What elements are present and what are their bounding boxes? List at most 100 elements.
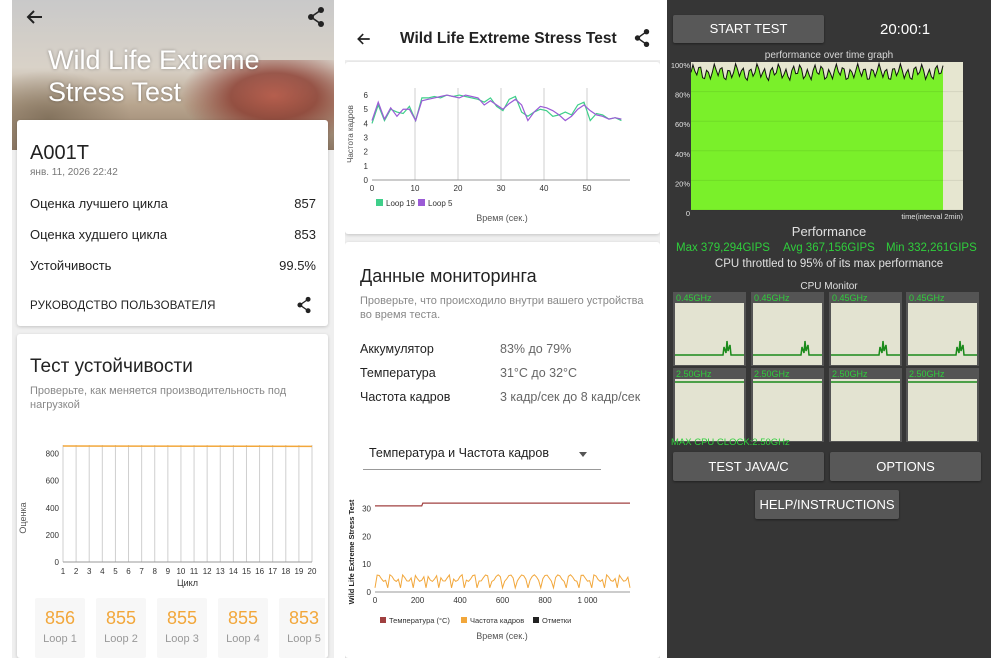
loop-score: 853	[288, 608, 320, 628]
share-icon[interactable]	[306, 6, 326, 28]
x-axis-label: Цикл	[177, 578, 198, 588]
y-tick-label: 20%	[675, 179, 690, 188]
y-tick-label: 20	[362, 532, 371, 541]
summary-card: A001T янв. 11, 2026 22:42 Оценка лучшего…	[17, 120, 328, 326]
core-frequency: 2.50GHz	[832, 369, 868, 379]
performance-area	[691, 63, 943, 211]
legend-label: Частота кадров	[470, 616, 524, 625]
cpu-monitor-title: CPU Monitor	[800, 281, 858, 292]
x-tick-label: 10	[176, 567, 185, 576]
start-test-button[interactable]: START TEST	[673, 15, 824, 43]
loop5-series	[371, 94, 622, 123]
x-axis-label: Время (сек.)	[476, 213, 528, 223]
loop-card[interactable]: 855 Loop 4	[218, 598, 268, 658]
y-tick-label: 2	[364, 148, 369, 157]
back-arrow-icon[interactable]	[355, 30, 373, 48]
performance-label: Performance	[791, 224, 867, 239]
legend-swatch	[380, 617, 386, 623]
performance-graph: 100% 80% 60% 40% 20% 0 time(interval 2min)	[671, 61, 963, 221]
core-frequency: 0.45GHz	[754, 293, 790, 303]
core-load-graph	[831, 379, 900, 441]
loop-card[interactable]: 856 Loop 1	[35, 598, 85, 658]
row-label: Устойчивость	[30, 258, 112, 273]
x-tick-label: 600	[496, 596, 510, 605]
core-load-graph	[831, 303, 900, 365]
loop-scores[interactable]: 856 Loop 1 855 Loop 2 855 Loop 3 855 Loo…	[35, 598, 325, 658]
share-icon[interactable]	[633, 28, 651, 48]
user-guide-link[interactable]: РУКОВОДСТВО ПОЛЬЗОВАТЕЛЯ	[30, 300, 216, 312]
loop-label: Loop 5	[287, 633, 321, 645]
stability-row: Устойчивость 99.5%	[30, 258, 316, 273]
y-tick-label: 6	[364, 91, 369, 100]
loop-score: 856	[44, 608, 76, 628]
loop-card[interactable]: 853 Loop 5	[279, 598, 325, 658]
x-tick-label: 7	[139, 567, 144, 576]
x-tick-label: 12	[203, 567, 212, 576]
core-frequency: 0.45GHz	[832, 293, 868, 303]
cpu-core-graph: 0.45GHz	[906, 292, 979, 366]
legend-label: Температура (°C)	[389, 616, 450, 625]
framerate-label: Частота кадров	[360, 390, 451, 404]
y-tick-label: 5	[364, 105, 369, 114]
y-tick-label: 0	[367, 588, 372, 597]
x-tick-label: 20	[454, 184, 463, 193]
y-tick-label: 100%	[671, 61, 690, 70]
y-tick-label: 40%	[675, 150, 690, 159]
y-tick-label: 1	[364, 162, 369, 171]
x-tick-label: 8	[153, 567, 158, 576]
framerate-series	[374, 573, 631, 590]
cpu-throttle-screen: START TEST 20:00:1 performance over time…	[667, 0, 991, 658]
monitoring-subtitle: Проверьте, что происходило внутри вашего…	[360, 295, 644, 321]
x-tick-label: 4	[100, 567, 105, 576]
framerate-value: 3 кадр/сек до 8 кадр/сек	[500, 390, 641, 404]
metric-select[interactable]: Температура и Частота кадров	[363, 440, 601, 470]
legend-swatch	[376, 199, 383, 206]
core-load-graph	[675, 303, 744, 365]
test-java-c-button[interactable]: TEST JAVA/C	[673, 452, 824, 481]
loop-card[interactable]: 855 Loop 3	[157, 598, 207, 658]
cpu-core-graph: 0.45GHz	[829, 292, 902, 366]
y-tick-label: 0	[686, 209, 690, 218]
cpu-core-graph: 2.50GHz	[751, 368, 824, 442]
x-tick-label: 20	[308, 567, 317, 576]
legend-swatch	[418, 199, 425, 206]
x-axis-label: time(interval 2min)	[901, 212, 963, 221]
y-axis-label: Оценка	[18, 502, 28, 533]
graph-title: performance over time graph	[764, 50, 894, 61]
help-instructions-button[interactable]: HELP/INSTRUCTIONS	[755, 490, 899, 519]
fps-chart-card: 0 10 20 30 40 50 0 1 2 3 4 5 6 Частота кадров Loop 19 L…	[345, 62, 660, 234]
x-tick-label: 40	[540, 184, 549, 193]
core-load-graph	[908, 303, 977, 365]
top-app-bar: Wild Life Extreme Stress Test	[345, 0, 660, 60]
y-tick-label: 0	[55, 558, 60, 567]
cpu-core-graph: 2.50GHz	[673, 368, 746, 442]
core-frequency: 0.45GHz	[676, 293, 712, 303]
y-tick-label: 4	[364, 119, 369, 128]
x-tick-label: 15	[242, 567, 251, 576]
core-load-graph	[908, 379, 977, 441]
battery-value: 83% до 79%	[500, 342, 572, 356]
test-date: янв. 11, 2026 22:42	[30, 167, 118, 178]
row-value: 99.5%	[279, 258, 316, 273]
x-tick-label: 800	[538, 596, 552, 605]
x-tick-label: 6	[126, 567, 131, 576]
row-label: Оценка худшего цикла	[30, 227, 168, 242]
loop-card[interactable]: 855 Loop 2	[96, 598, 146, 658]
best-loop-row: Оценка лучшего цикла 857	[30, 196, 316, 211]
back-arrow-icon[interactable]	[24, 6, 46, 28]
throttle-status: CPU throttled to 95% of its max performa…	[714, 258, 944, 270]
share-icon[interactable]	[295, 296, 313, 314]
x-tick-label: 18	[281, 567, 290, 576]
legend-label: Отметки	[542, 616, 571, 625]
y-tick-label: 400	[46, 504, 60, 513]
row-value: 853	[294, 227, 316, 242]
cpu-core-graph: 2.50GHz	[829, 368, 902, 442]
legend-swatch	[533, 617, 539, 623]
performance-line	[690, 61, 944, 82]
options-button[interactable]: OPTIONS	[830, 452, 981, 481]
x-tick-label: 1 000	[577, 596, 598, 605]
x-tick-label: 16	[255, 567, 264, 576]
monitoring-screen: Wild Life Extreme Stress Test 0 10 20 30 40 5…	[345, 0, 660, 658]
stability-title: Тест устойчивости	[30, 356, 193, 377]
